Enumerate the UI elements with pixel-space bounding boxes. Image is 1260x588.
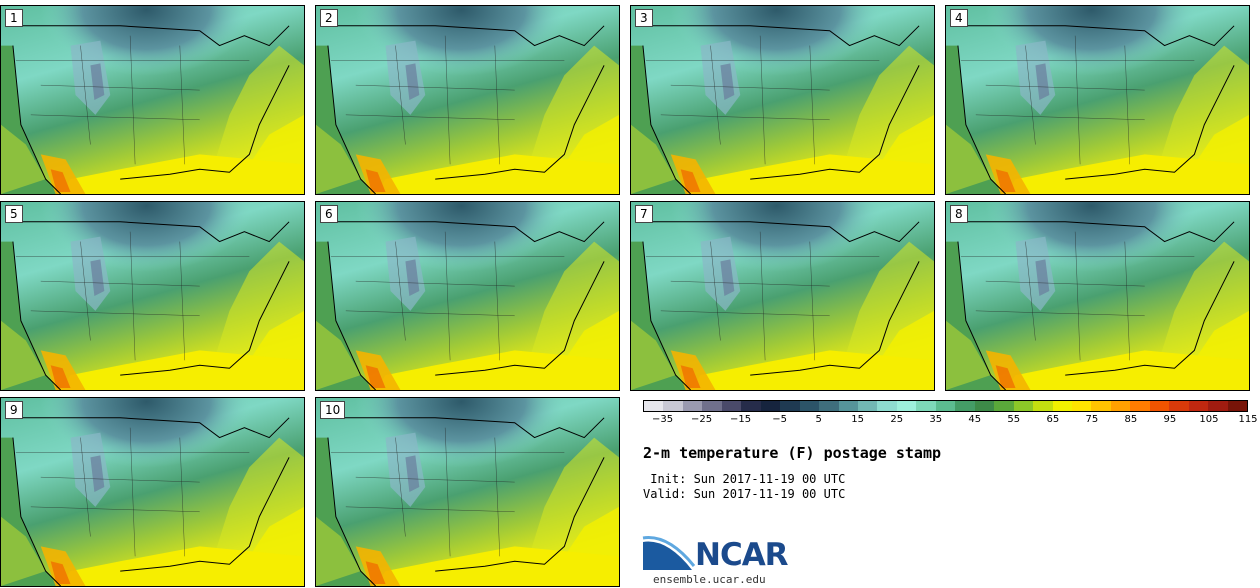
colorbar-swatch <box>799 401 820 411</box>
colorbar-swatch <box>1013 401 1034 411</box>
site-url[interactable]: ensemble.ucar.edu <box>653 573 766 586</box>
colorbar-tick: 45 <box>968 414 982 425</box>
colorbar-swatch <box>916 401 936 411</box>
colorbar-swatch <box>1071 401 1092 411</box>
ncar-logo-icon <box>642 536 696 570</box>
member-label: 10 <box>320 401 346 419</box>
colorbar-tick: 115 <box>1238 414 1258 425</box>
colorbar-tick: 55 <box>1007 414 1021 425</box>
member-panel: 10 <box>315 397 620 587</box>
member-label: 7 <box>635 205 653 223</box>
colorbar-swatch <box>838 401 858 411</box>
member-label: 8 <box>950 205 968 223</box>
colorbar-tick: 105 <box>1199 414 1219 425</box>
colorbar-tick: 95 <box>1163 414 1177 425</box>
member-panel: 2 <box>315 5 620 195</box>
colorbar-swatch <box>1052 401 1072 411</box>
member-label: 3 <box>635 9 653 27</box>
colorbar-swatch <box>1149 401 1170 411</box>
colorbar-swatch <box>1208 401 1228 411</box>
colorbar-tick: −25 <box>690 414 713 425</box>
member-label: 6 <box>320 205 338 223</box>
colorbar-swatch <box>1227 401 1248 411</box>
valid-time: Valid: Sun 2017-11-19 00 UTC <box>643 487 846 501</box>
colorbar-swatch <box>1033 401 1053 411</box>
member-label: 9 <box>5 401 23 419</box>
colorbar-swatch <box>760 401 781 411</box>
temperature-colorbar <box>643 400 1248 412</box>
colorbar-swatch <box>682 401 703 411</box>
colorbar-tick-labels: −35 −25 −15 −5 5 15 25 35 45 55 65 75 85 95 105 115 <box>643 414 1258 428</box>
colorbar-swatch <box>1169 401 1189 411</box>
member-panel: 8 <box>945 201 1250 391</box>
colorbar-tick: 65 <box>1046 414 1060 425</box>
colorbar-tick: 5 <box>815 414 822 425</box>
colorbar-tick: 15 <box>851 414 865 425</box>
member-panel: 9 <box>0 397 305 587</box>
colorbar-swatch <box>663 401 683 411</box>
colorbar-tick: −35 <box>651 414 674 425</box>
colorbar-swatch <box>955 401 975 411</box>
colorbar-swatch <box>1188 401 1209 411</box>
colorbar-swatch <box>896 401 917 411</box>
plot-title: 2-m temperature (F) postage stamp <box>643 444 942 462</box>
colorbar-tick: 35 <box>929 414 943 425</box>
colorbar-tick: 25 <box>890 414 904 425</box>
colorbar-swatch <box>857 401 878 411</box>
member-label: 2 <box>320 9 338 27</box>
member-panel: 3 <box>630 5 935 195</box>
colorbar-swatch <box>741 401 761 411</box>
member-panel: 5 <box>0 201 305 391</box>
member-panel: 1 <box>0 5 305 195</box>
colorbar-swatch <box>974 401 995 411</box>
member-panel: 4 <box>945 5 1250 195</box>
colorbar-swatch <box>1091 401 1111 411</box>
colorbar-tick: 75 <box>1085 414 1099 425</box>
ncar-logo-text: NCAR <box>695 537 789 573</box>
colorbar-swatch <box>1110 401 1131 411</box>
member-label: 4 <box>950 9 968 27</box>
colorbar-tick: −15 <box>730 414 752 425</box>
init-time: Init: Sun 2017-11-19 00 UTC <box>643 472 846 486</box>
colorbar-swatch <box>935 401 956 411</box>
colorbar-swatch <box>877 401 897 411</box>
colorbar-swatch <box>702 401 722 411</box>
colorbar-swatch <box>819 401 839 411</box>
colorbar-swatch <box>644 401 664 411</box>
colorbar-swatch <box>994 401 1014 411</box>
member-panel: 6 <box>315 201 620 391</box>
member-label: 5 <box>5 205 23 223</box>
colorbar-swatch <box>1130 401 1150 411</box>
colorbar-tick: 85 <box>1124 414 1138 425</box>
colorbar-swatch <box>780 401 800 411</box>
member-label: 1 <box>5 9 23 27</box>
colorbar-swatch <box>721 401 742 411</box>
member-panel: 7 <box>630 201 935 391</box>
colorbar-tick: −5 <box>772 414 787 425</box>
